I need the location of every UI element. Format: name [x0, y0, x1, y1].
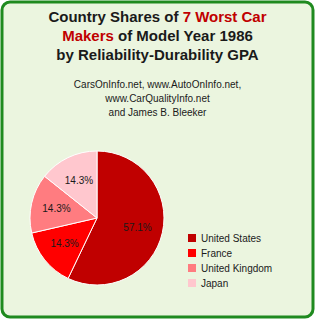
legend-label: Japan [201, 278, 228, 289]
subtitle: www.CarQualityInfo.net [104, 93, 210, 104]
title-segment: 7 Worst Car [183, 8, 267, 25]
chart: Country Shares of 7 Worst Car Makers of M… [0, 0, 315, 319]
title-line: Makers of Model Year 1986 [62, 27, 253, 44]
title-segment: of Model Year 1986 [114, 27, 253, 44]
legend-label: United States [201, 233, 261, 244]
title-segment: Country Shares of [48, 8, 182, 25]
legend-label: France [201, 248, 233, 259]
legend-swatch [188, 234, 196, 242]
title-segment: by Reliability-Durability GPA [56, 46, 258, 63]
legend-swatch [188, 279, 196, 287]
data-label: 14.3% [65, 175, 93, 186]
title-segment: Makers [62, 27, 114, 44]
subtitle: CarsOnInfo.net, www.AutoOnInfo.net, [74, 79, 241, 90]
pie [30, 151, 164, 285]
background [2, 2, 313, 317]
legend: United States France United Kingdom Japan [188, 233, 272, 289]
data-label: 14.3% [50, 238, 78, 249]
title-line: Country Shares of 7 Worst Car [48, 8, 266, 25]
data-labels: 57.1% 14.3% 14.3% 14.3% [42, 175, 151, 249]
data-label: 14.3% [42, 203, 70, 214]
title-line: by Reliability-Durability GPA [56, 46, 258, 63]
legend-swatch [188, 249, 196, 257]
subtitle: and James B. Bleeker [109, 107, 207, 118]
legend-label: United Kingdom [201, 263, 272, 274]
data-label: 57.1% [123, 222, 151, 233]
legend-swatch [188, 264, 196, 272]
